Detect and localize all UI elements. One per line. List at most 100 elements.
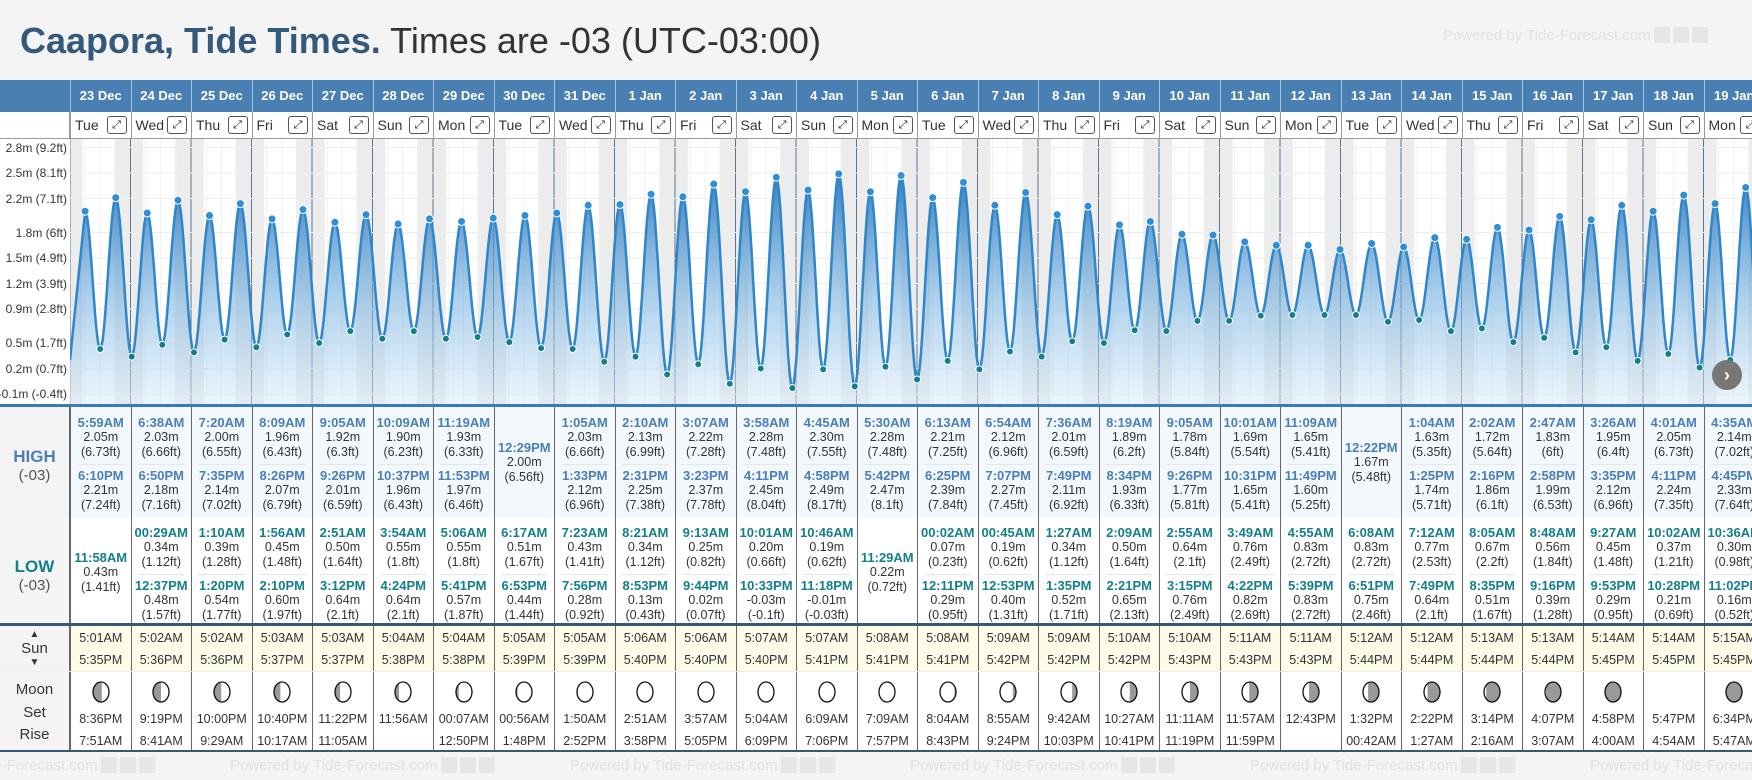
low-height-ft: (0.23ft) — [927, 555, 968, 569]
low-tide-point — [1225, 316, 1234, 325]
date-header: 13 Jan — [1340, 80, 1402, 112]
high-tide-cell: 8:19AM 1.89m (6.2ft) 8:34PM 1.93m (6.33ft) — [1098, 407, 1160, 517]
expand-day-button[interactable]: ⤢ — [1679, 116, 1700, 134]
expand-day-button[interactable]: ⤢ — [1195, 116, 1216, 134]
expand-day-button[interactable]: ⤢ — [1437, 116, 1458, 134]
low-time: 4:55AM — [1287, 525, 1334, 540]
divider — [924, 574, 972, 575]
high-time: 8:19AM — [1106, 415, 1153, 430]
sunrise-time: 5:06AM — [684, 631, 728, 645]
sun-cell: 5:07AM 5:41PM — [796, 626, 857, 671]
expand-day-button[interactable]: ⤢ — [772, 116, 792, 134]
expand-day-button[interactable]: ⤢ — [1014, 116, 1034, 134]
high-time: 8:34PM — [1106, 468, 1153, 483]
low-tide-point — [756, 364, 765, 373]
watermark-text: Powered by Tide-Forecast.com — [570, 757, 778, 774]
low-tide-point — [409, 327, 418, 336]
moonrise-time: 8:43PM — [926, 734, 970, 748]
expand-day-button[interactable]: ⤢ — [832, 116, 853, 134]
y-axis-label: 0.9m (2.8ft) — [5, 302, 67, 316]
expand-day-button[interactable]: ⤢ — [469, 116, 490, 134]
expand-day-button[interactable]: ⤢ — [1135, 116, 1155, 134]
high-tide-point — [678, 192, 688, 202]
sun-label-cell: ▲ Sun ▼ — [0, 626, 70, 671]
high-time: 4:45PM — [1711, 468, 1752, 483]
expand-day-button[interactable]: ⤢ — [953, 116, 974, 134]
high-tide-cell: 12:22PM 1.67m (5.48ft) — [1340, 407, 1402, 517]
low-tide-point — [1162, 327, 1171, 336]
low-time: 00:45AM — [981, 525, 1035, 540]
expand-day-button[interactable]: ⤢ — [530, 116, 550, 134]
moonrise-time: 9:24PM — [986, 734, 1030, 748]
expand-day-button[interactable]: ⤢ — [1256, 116, 1276, 134]
next-page-button[interactable]: › — [1712, 360, 1742, 390]
moon-cell: 3:14PM 2:16AM — [1461, 672, 1523, 750]
expand-day-button[interactable]: ⤢ — [1377, 116, 1397, 134]
high-height-ft: (6.79ft) — [262, 498, 303, 512]
low-height-ft: (1.67ft) — [1472, 608, 1513, 622]
divider — [1710, 464, 1752, 465]
high-tide-entry: 2:31PM 2.25m (7.38ft) — [616, 468, 676, 513]
high-label: HIGH — [13, 447, 56, 466]
expand-day-button[interactable]: ⤢ — [711, 116, 732, 134]
expand-day-button[interactable]: ⤢ — [106, 116, 127, 134]
high-tz: (-03) — [18, 467, 51, 484]
expand-day-button[interactable]: ⤢ — [1498, 116, 1518, 134]
weekday-label: Fri — [256, 117, 273, 133]
date-header: 5 Jan — [856, 80, 918, 112]
moon-phase-icon — [253, 672, 313, 708]
weekday-label: Sat — [740, 117, 762, 133]
low-height-ft: (1.8ft) — [447, 555, 481, 569]
low-time: 11:02PM — [1708, 578, 1752, 593]
high-time: 6:50PM — [138, 468, 185, 483]
low-height-ft: (2.69ft) — [1230, 608, 1271, 622]
expand-day-button[interactable]: ⤢ — [288, 116, 308, 134]
expand-day-button[interactable]: ⤢ — [1558, 116, 1579, 134]
weekday-label: Fri — [1103, 117, 1120, 133]
expand-day-button[interactable]: ⤢ — [893, 116, 913, 134]
expand-day-button[interactable]: ⤢ — [348, 116, 369, 134]
low-tide-entry: 5:41PM 0.57m (1.87ft) — [434, 578, 494, 623]
low-time: 3:12PM — [319, 578, 366, 593]
sunrise-time: 5:09AM — [1047, 631, 1091, 645]
low-tide-entry: 11:18PM -0.01m (-0.03ft) — [797, 578, 857, 623]
low-tide-entry: 9:13AM 0.25m (0.82ft) — [676, 525, 736, 570]
low-height-m: 0.76m — [1172, 593, 1208, 607]
low-tide-point — [568, 344, 577, 353]
moonset-label: Set — [23, 704, 46, 721]
weekday-label: Thu — [619, 117, 644, 133]
high-tide-entry: 3:26AM 1.95m (6.4ft) — [1584, 415, 1644, 460]
expand-day-button[interactable]: ⤢ — [167, 116, 187, 134]
sunrise-time: 5:12AM — [1349, 631, 1393, 645]
high-tide-point — [1367, 239, 1377, 249]
expand-day-button[interactable]: ⤢ — [1316, 116, 1337, 134]
high-height-m: 1.93m — [1111, 483, 1147, 497]
expand-day-button[interactable]: ⤢ — [1074, 116, 1095, 134]
expand-day-button[interactable]: ⤢ — [409, 116, 429, 134]
high-height-ft: (7.35ft) — [1653, 498, 1694, 512]
low-tide-point — [1320, 310, 1329, 319]
divider — [1468, 464, 1516, 465]
high-tide-point — [1021, 188, 1031, 198]
low-tide-entry: 11:29AM 0.22m (0.72ft) — [858, 550, 918, 595]
high-height-m: 2.18m — [143, 483, 179, 497]
moon-cell: 2:51AM 3:58PM — [614, 672, 676, 750]
expand-day-button[interactable]: ⤢ — [651, 116, 671, 134]
moonrise-time: 10:41PM — [1104, 734, 1155, 748]
low-tide-point — [1695, 363, 1704, 372]
expand-day-button[interactable]: ⤢ — [227, 116, 248, 134]
expand-day-button[interactable]: ⤢ — [1619, 116, 1639, 134]
sun-cell: 5:14AM 5:45PM — [1643, 626, 1704, 671]
low-time: 5:41PM — [440, 578, 487, 593]
expand-day-button[interactable]: ⤢ — [590, 116, 611, 134]
low-tide-point — [441, 334, 450, 343]
logo-icon — [478, 757, 495, 773]
moon-phase-icon — [737, 672, 797, 708]
low-height-m: 0.75m — [1353, 593, 1389, 607]
low-time: 1:56AM — [259, 525, 306, 540]
expand-day-button[interactable]: ⤢ — [1740, 116, 1752, 134]
sunset-time: 5:36PM — [139, 653, 183, 667]
low-tide-cell: 3:54AM 0.55m (1.8ft) 4:24PM 0.64m (2.1ft) — [372, 517, 434, 623]
high-time: 9:05AM — [1166, 415, 1213, 430]
divider — [500, 574, 548, 575]
